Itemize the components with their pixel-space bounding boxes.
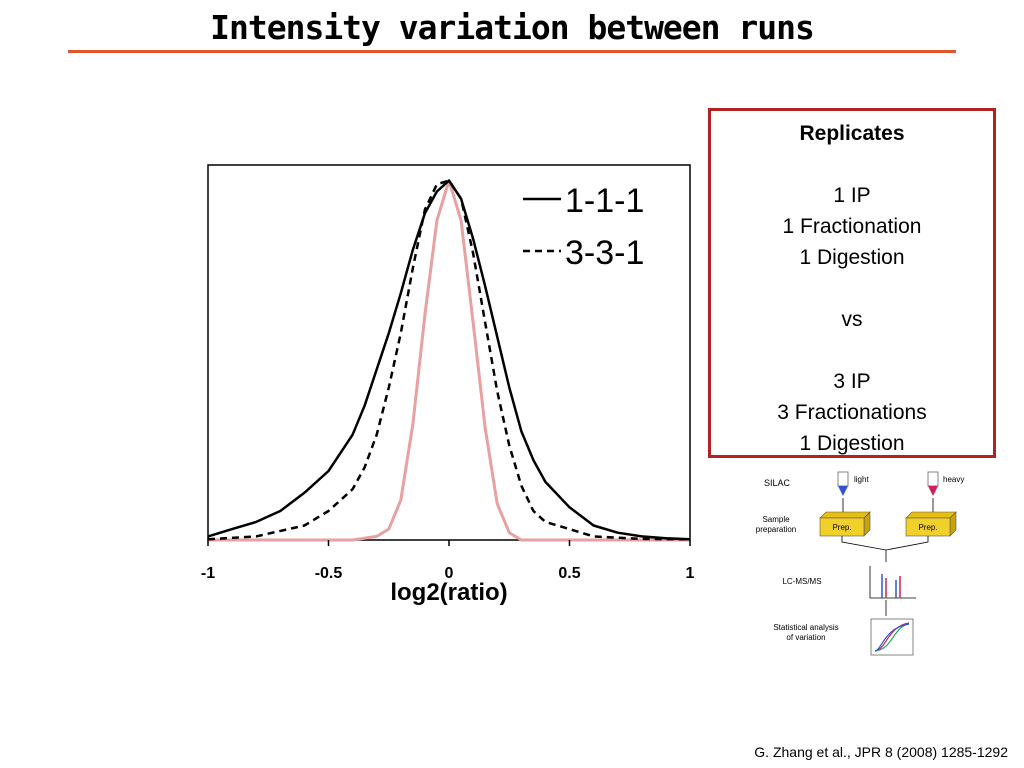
heavy-tube-icon xyxy=(927,471,939,496)
versus-label: vs xyxy=(841,308,863,331)
heavy-label: heavy xyxy=(943,475,964,484)
chart-legend: 1-1-1 3-3-1 xyxy=(523,182,644,272)
legend-label-2: 3-3-1 xyxy=(565,234,644,272)
x-tick-label-4: 0.5 xyxy=(558,565,580,582)
cumulative-curve-icon xyxy=(870,618,914,656)
x-tick-label-3: 0 xyxy=(445,565,454,582)
citation: G. Zhang et al., JPR 8 (2008) 1285-1292 xyxy=(754,744,1008,760)
series-line-3 xyxy=(208,179,690,542)
merge-connector xyxy=(841,536,929,562)
replicate-b-line-1: 3 IP xyxy=(833,370,871,393)
light-tube-icon xyxy=(837,471,849,496)
series-line-1 xyxy=(207,179,691,541)
prep-box-heavy xyxy=(905,511,957,537)
replicate-a-line-2: 1 Fractionation xyxy=(782,215,922,238)
x-tick-label-2: -0.5 xyxy=(315,565,343,582)
stats-label-2: of variation xyxy=(786,633,825,642)
lcms-label: LC-MS/MS xyxy=(782,577,821,586)
legend-label-1: 1-1-1 xyxy=(565,182,644,220)
series-line-2 xyxy=(207,179,691,541)
silac-workflow-diagram: SILAC light heavy Sample preparation Pre… xyxy=(756,471,964,656)
slide-title: Intensity variation between runs xyxy=(210,8,815,47)
spectrum-icon xyxy=(869,566,916,599)
prep-label-heavy: Prep. xyxy=(918,523,937,532)
sample-prep-label-2: preparation xyxy=(756,525,796,534)
replicates-heading: Replicates xyxy=(799,122,905,145)
plot-area-frame xyxy=(207,164,691,541)
replicate-b-line-2: 3 Fractionations xyxy=(777,401,927,424)
x-axis-title: log2(ratio) xyxy=(390,579,507,606)
replicates-box: Replicates 1 IP 1 Fractionation 1 Digest… xyxy=(708,108,996,458)
sample-prep-label-1: Sample xyxy=(762,515,790,524)
replicate-b-line-3: 1 Digestion xyxy=(799,432,905,455)
replicate-a-line-1: 1 IP xyxy=(833,184,871,207)
prep-label-light: Prep. xyxy=(832,523,851,532)
x-axis-ticks: -1 -0.5 0 0.5 1 xyxy=(201,540,695,582)
prep-box-light xyxy=(819,511,871,537)
replicate-a-line-3: 1 Digestion xyxy=(799,246,905,269)
distribution-chart: -1 -0.5 0 0.5 1 log2(ratio) 1-1-1 3-3-1 xyxy=(201,164,695,606)
series-layer xyxy=(207,179,691,542)
x-tick-label-1: -1 xyxy=(201,565,215,582)
x-tick-label-5: 1 xyxy=(686,565,695,582)
light-label: light xyxy=(854,475,869,484)
silac-label: SILAC xyxy=(764,478,791,488)
stats-label-1: Statistical analysis xyxy=(773,623,838,632)
title-divider xyxy=(68,50,956,53)
